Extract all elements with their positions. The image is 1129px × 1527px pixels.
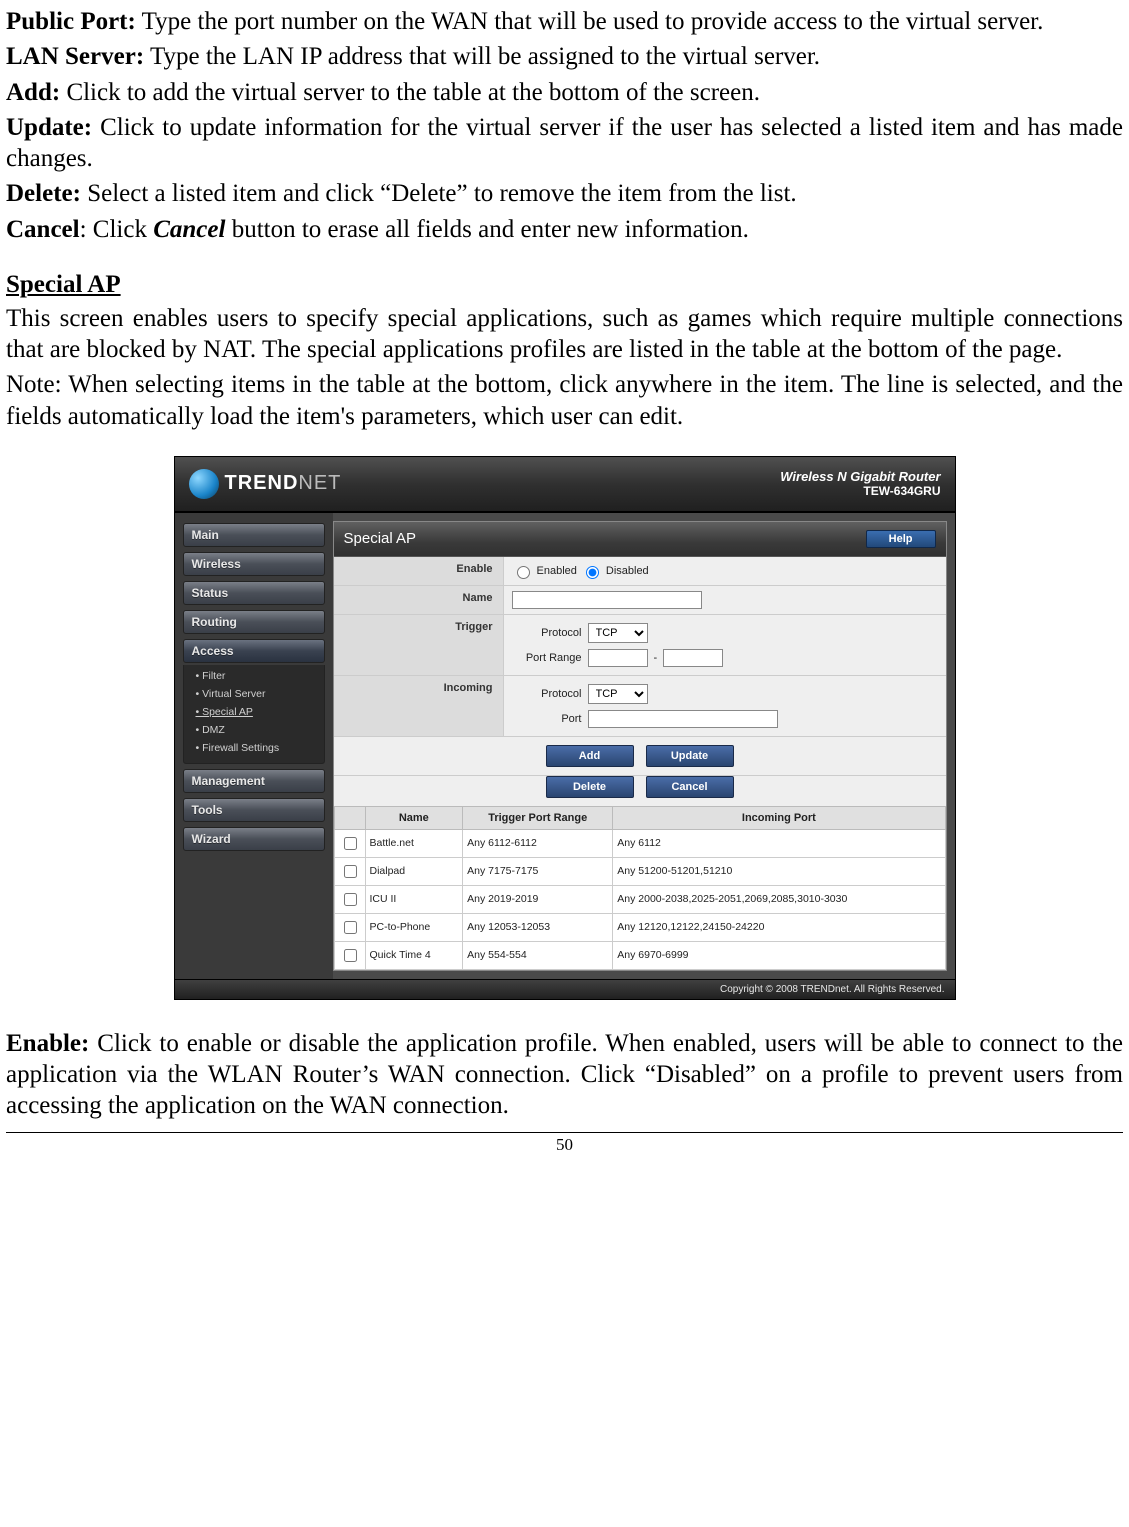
brand-logo: TRENDNET [189,469,342,499]
row-checkbox[interactable] [344,837,357,850]
cell-name: ICU II [365,885,463,913]
label-enable: Enable [334,557,504,585]
content-panel: Special AP Help Enable Enabled Disabled [333,521,947,971]
nav-wizard[interactable]: Wizard [183,827,325,851]
text-enabled: Enabled [537,565,577,577]
profiles-table: Name Trigger Port Range Incoming Port Ba… [334,806,946,970]
col-name: Name [365,806,463,829]
cell-name: PC-to-Phone [365,913,463,941]
table-row[interactable]: ICU IIAny 2019-2019Any 2000-2038,2025-20… [334,885,945,913]
cell-trigger: Any 554-554 [463,941,613,969]
subnav-virtual-server[interactable]: • Virtual Server [184,685,324,703]
cancel-button[interactable]: Cancel [646,776,734,798]
radio-enabled[interactable] [517,566,530,579]
para-add: Add: Click to add the virtual server to … [6,77,1123,108]
input-trigger-port-from[interactable] [588,649,648,667]
row-checkbox[interactable] [344,949,357,962]
col-trigger: Trigger Port Range [463,806,613,829]
label-trigger-port-range: Port Range [512,652,582,664]
subnav-filter[interactable]: • Filter [184,667,324,685]
panel-title: Special AP [344,530,417,547]
product-name: Wireless N Gigabit Router TEW-634GRU [780,469,940,498]
select-incoming-protocol[interactable]: TCP [588,684,648,704]
para-delete: Delete: Select a listed item and click “… [6,178,1123,209]
label-incoming-protocol: Protocol [512,688,582,700]
para-special-ap-2: Note: When selecting items in the table … [6,369,1123,432]
update-button[interactable]: Update [646,745,734,767]
nav-management[interactable]: Management [183,769,325,793]
nav-wireless[interactable]: Wireless [183,552,325,576]
col-check [334,806,365,829]
cell-incoming: Any 12120,12122,24150-24220 [613,913,945,941]
router-footer: Copyright © 2008 TRENDnet. All Rights Re… [175,979,955,999]
input-trigger-port-to[interactable] [663,649,723,667]
row-checkbox[interactable] [344,865,357,878]
delete-button[interactable]: Delete [546,776,634,798]
page-number: 50 [6,1132,1123,1155]
cell-incoming: Any 51200-51201,51210 [613,857,945,885]
para-update: Update: Click to update information for … [6,112,1123,175]
nav-main[interactable]: Main [183,523,325,547]
input-incoming-port[interactable] [588,710,778,728]
cell-name: Battle.net [365,829,463,857]
para-enable: Enable: Click to enable or disable the a… [6,1028,1123,1122]
label-trigger: Trigger [334,615,504,675]
label-incoming-port: Port [512,713,582,725]
para-cancel: Cancel: Click Cancel button to erase all… [6,214,1123,245]
cell-trigger: Any 2019-2019 [463,885,613,913]
nav-access-subitems: • Filter • Virtual Server • Special AP •… [183,665,325,764]
table-row[interactable]: PC-to-PhoneAny 12053-12053Any 12120,1212… [334,913,945,941]
add-button[interactable]: Add [546,745,634,767]
table-row[interactable]: Battle.netAny 6112-6112Any 6112 [334,829,945,857]
cell-trigger: Any 12053-12053 [463,913,613,941]
table-row[interactable]: Quick Time 4Any 554-554Any 6970-6999 [334,941,945,969]
help-button[interactable]: Help [866,530,936,548]
label-trigger-protocol: Protocol [512,627,582,639]
sidebar: Main Wireless Status Routing Access • Fi… [175,513,333,979]
radio-disabled[interactable] [586,566,599,579]
nav-tools[interactable]: Tools [183,798,325,822]
cell-name: Dialpad [365,857,463,885]
label-incoming: Incoming [334,676,504,736]
section-title-special-ap: Special AP [6,271,1123,299]
nav-status[interactable]: Status [183,581,325,605]
cell-incoming: Any 6112 [613,829,945,857]
text-disabled: Disabled [606,565,649,577]
row-checkbox[interactable] [344,893,357,906]
para-special-ap-1: This screen enables users to specify spe… [6,303,1123,366]
nav-routing[interactable]: Routing [183,610,325,634]
logo-mark-icon [189,469,219,499]
router-screenshot: TRENDNET Wireless N Gigabit Router TEW-6… [174,456,956,1000]
para-public-port: Public Port: Type the port number on the… [6,6,1123,37]
table-row[interactable]: DialpadAny 7175-7175Any 51200-51201,5121… [334,857,945,885]
subnav-dmz[interactable]: • DMZ [184,721,324,739]
cell-name: Quick Time 4 [365,941,463,969]
cell-trigger: Any 7175-7175 [463,857,613,885]
subnav-firewall[interactable]: • Firewall Settings [184,739,324,757]
text-dash-1: - [654,652,658,664]
router-header: TRENDNET Wireless N Gigabit Router TEW-6… [175,457,955,513]
row-checkbox[interactable] [344,921,357,934]
select-trigger-protocol[interactable]: TCP [588,623,648,643]
cell-trigger: Any 6112-6112 [463,829,613,857]
label-name: Name [334,586,504,614]
col-incoming: Incoming Port [613,806,945,829]
para-lan-server: LAN Server: Type the LAN IP address that… [6,41,1123,72]
subnav-special-ap[interactable]: • Special AP [184,703,324,721]
cell-incoming: Any 2000-2038,2025-2051,2069,2085,3010-3… [613,885,945,913]
nav-access[interactable]: Access [183,639,325,663]
cell-incoming: Any 6970-6999 [613,941,945,969]
input-name[interactable] [512,591,702,609]
